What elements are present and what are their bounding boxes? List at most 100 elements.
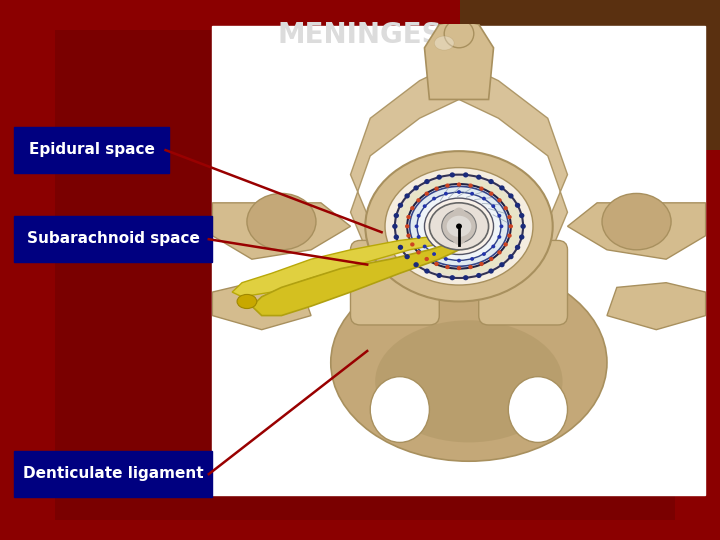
Circle shape <box>434 262 438 266</box>
Circle shape <box>425 257 429 261</box>
Ellipse shape <box>417 192 501 260</box>
Circle shape <box>489 192 493 195</box>
Circle shape <box>498 198 502 202</box>
Circle shape <box>482 197 486 200</box>
Circle shape <box>417 235 420 239</box>
Bar <box>212 26 705 495</box>
Circle shape <box>463 172 469 178</box>
Ellipse shape <box>425 198 493 254</box>
Ellipse shape <box>434 36 454 50</box>
Ellipse shape <box>449 207 469 245</box>
Bar <box>460 0 720 150</box>
Ellipse shape <box>408 184 510 268</box>
Circle shape <box>491 245 495 248</box>
Circle shape <box>508 233 512 238</box>
Circle shape <box>476 273 482 278</box>
Circle shape <box>445 184 450 188</box>
Circle shape <box>499 262 505 267</box>
Circle shape <box>519 213 524 218</box>
Circle shape <box>470 192 474 195</box>
Ellipse shape <box>508 377 567 442</box>
Circle shape <box>468 265 473 269</box>
Ellipse shape <box>237 294 257 308</box>
Circle shape <box>445 265 450 269</box>
Polygon shape <box>459 62 567 259</box>
Circle shape <box>476 174 482 180</box>
Circle shape <box>397 202 403 208</box>
Circle shape <box>424 268 430 274</box>
Circle shape <box>498 214 501 218</box>
Polygon shape <box>607 283 706 329</box>
Ellipse shape <box>385 167 533 285</box>
Circle shape <box>508 215 512 219</box>
Circle shape <box>436 174 442 180</box>
Circle shape <box>508 224 513 228</box>
Circle shape <box>498 250 502 254</box>
Ellipse shape <box>446 216 472 237</box>
Circle shape <box>413 262 419 267</box>
Ellipse shape <box>410 186 508 266</box>
Circle shape <box>457 259 461 262</box>
Circle shape <box>394 213 399 218</box>
Circle shape <box>515 245 521 250</box>
Ellipse shape <box>602 193 671 250</box>
Circle shape <box>456 224 462 229</box>
Ellipse shape <box>365 151 553 301</box>
Ellipse shape <box>247 193 316 250</box>
Circle shape <box>413 185 419 191</box>
Circle shape <box>488 179 494 184</box>
Circle shape <box>449 172 455 178</box>
Circle shape <box>424 179 430 184</box>
Circle shape <box>394 234 399 240</box>
Ellipse shape <box>370 377 429 442</box>
Circle shape <box>406 215 410 219</box>
Circle shape <box>521 224 526 229</box>
Ellipse shape <box>330 264 607 461</box>
Circle shape <box>499 185 505 191</box>
Ellipse shape <box>397 177 521 275</box>
Circle shape <box>405 193 410 199</box>
Circle shape <box>503 206 508 210</box>
Circle shape <box>415 225 418 228</box>
FancyBboxPatch shape <box>351 240 439 325</box>
Circle shape <box>436 273 442 278</box>
Polygon shape <box>425 19 493 99</box>
Circle shape <box>508 254 513 259</box>
Ellipse shape <box>444 19 474 48</box>
Text: Subarachnoid space: Subarachnoid space <box>27 232 200 246</box>
Circle shape <box>488 268 494 274</box>
Circle shape <box>503 242 508 247</box>
Circle shape <box>434 186 438 191</box>
Polygon shape <box>212 283 311 329</box>
Circle shape <box>449 275 455 280</box>
Circle shape <box>416 198 420 202</box>
FancyBboxPatch shape <box>14 216 212 262</box>
Circle shape <box>456 183 462 187</box>
Polygon shape <box>351 62 459 259</box>
Circle shape <box>515 202 521 208</box>
Polygon shape <box>212 203 351 259</box>
Circle shape <box>468 184 473 188</box>
Circle shape <box>410 206 415 210</box>
Circle shape <box>491 204 495 208</box>
FancyBboxPatch shape <box>14 127 169 173</box>
FancyBboxPatch shape <box>14 451 212 497</box>
Polygon shape <box>252 240 459 315</box>
Circle shape <box>405 224 410 228</box>
Circle shape <box>444 257 448 261</box>
Circle shape <box>432 197 436 200</box>
FancyBboxPatch shape <box>479 240 567 325</box>
Circle shape <box>405 254 410 259</box>
Circle shape <box>480 186 484 191</box>
Polygon shape <box>232 231 459 297</box>
Circle shape <box>416 250 420 254</box>
Ellipse shape <box>429 203 489 250</box>
Text: MENINGES: MENINGES <box>278 21 442 49</box>
Circle shape <box>417 214 420 218</box>
Circle shape <box>457 190 461 194</box>
Circle shape <box>423 245 427 248</box>
Circle shape <box>432 252 436 256</box>
Ellipse shape <box>395 174 523 278</box>
Text: Denticulate ligament: Denticulate ligament <box>23 467 204 481</box>
Polygon shape <box>567 203 706 259</box>
